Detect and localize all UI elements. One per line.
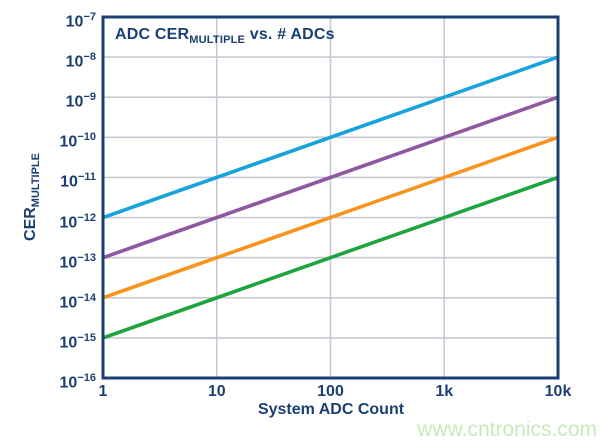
- y-tick-label: 10−11: [0, 169, 96, 190]
- y-tick-base: 10: [59, 213, 78, 231]
- y-tick-label: 10−16: [0, 370, 96, 391]
- chart-title-suffix: vs. # ADCs: [245, 26, 335, 43]
- x-tick-label: 10: [207, 383, 226, 400]
- x-tick-label: 10k: [544, 383, 572, 400]
- y-tick-base: 10: [65, 93, 84, 111]
- y-tick-base: 10: [59, 294, 78, 312]
- y-axis-label: CERMULTIPLE: [22, 153, 42, 241]
- axis-frame: [101, 15, 560, 380]
- y-tick-exponent: −12: [77, 211, 96, 224]
- y-axis-label-subscript: MULTIPLE: [30, 153, 43, 208]
- y-tick-base: 10: [59, 374, 78, 392]
- x-axis-label: System ADC Count: [257, 401, 405, 418]
- y-tick-label: 10−14: [0, 290, 96, 311]
- y-tick-label: 10−8: [0, 49, 96, 70]
- y-tick-label: 10−15: [0, 330, 96, 351]
- series-line-cer-per-adc-1e-14: [102, 135, 559, 300]
- y-tick-exponent: −11: [77, 171, 96, 184]
- y-tick-exponent: −7: [83, 11, 96, 23]
- y-tick-exponent: −10: [77, 131, 96, 144]
- y-tick-exponent: −15: [77, 331, 96, 344]
- x-tick-label: 1: [98, 383, 108, 400]
- watermark: www.cntronics.com: [417, 418, 597, 441]
- y-tick-base: 10: [59, 253, 78, 271]
- y-tick-label: 10−13: [0, 250, 96, 271]
- y-axis-label-text: CER: [21, 207, 39, 241]
- x-tick-label: 100: [317, 383, 344, 400]
- chart-title: ADC CERMULTIPLE vs. # ADCs: [115, 26, 335, 46]
- y-tick-base: 10: [65, 13, 84, 31]
- series-line-cer-per-adc-1e-12: [102, 55, 559, 220]
- y-tick-label: 10−10: [0, 129, 96, 150]
- y-tick-exponent: −8: [83, 51, 96, 64]
- y-tick-base: 10: [60, 173, 78, 191]
- y-tick-label: 10−9: [0, 89, 96, 110]
- series-line-cer-per-adc-1e-15: [102, 175, 559, 340]
- plot-canvas: [101, 15, 560, 380]
- y-tick-exponent: −9: [83, 91, 96, 104]
- y-tick-exponent: −16: [77, 372, 96, 384]
- x-tick-label: 1k: [435, 383, 454, 400]
- chart-title-subscript: MULTIPLE: [189, 34, 246, 47]
- y-tick-exponent: −14: [77, 291, 96, 304]
- y-tick-label: 10−7: [0, 9, 96, 30]
- plot-area: ADC CERMULTIPLE vs. # ADCs: [101, 15, 560, 380]
- y-tick-exponent: −13: [77, 251, 96, 264]
- chart-title-text: ADC CER: [115, 26, 190, 43]
- y-tick-base: 10: [59, 334, 78, 352]
- y-tick-base: 10: [65, 53, 84, 71]
- y-tick-label: 10−12: [0, 210, 96, 231]
- series-line-cer-per-adc-1e-13: [102, 95, 559, 260]
- y-tick-base: 10: [59, 133, 78, 151]
